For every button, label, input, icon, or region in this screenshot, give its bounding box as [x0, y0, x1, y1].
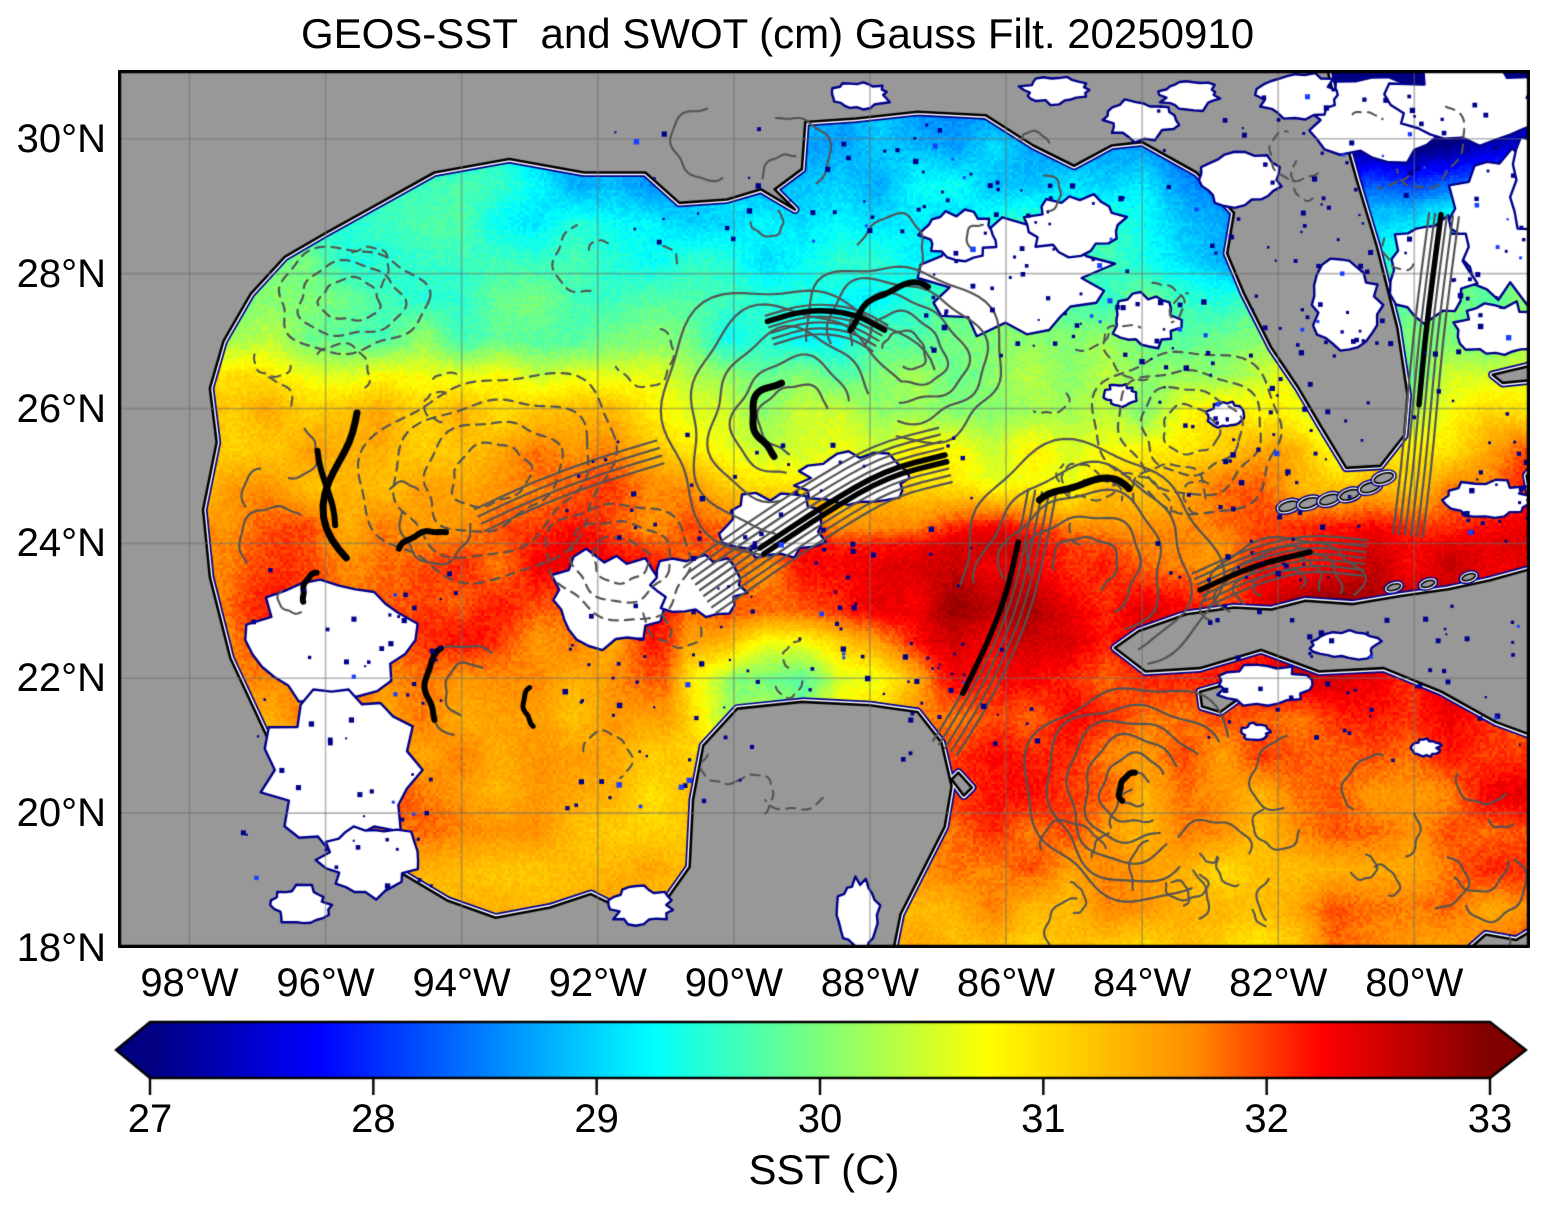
lat-tick-label: 22°N	[16, 656, 106, 701]
lat-tick-label: 30°N	[16, 116, 106, 161]
colorbar-tick-label: 33	[1467, 1097, 1513, 1141]
lat-tick-label: 20°N	[16, 791, 106, 836]
lat-tick-label: 24°N	[16, 521, 106, 566]
colorbar-tick-label: 27	[127, 1097, 173, 1141]
colorbar-tick-label: 31	[1021, 1097, 1066, 1141]
lon-tick-label: 92°W	[548, 961, 647, 1005]
lon-tick-label: 94°W	[412, 961, 511, 1005]
colorbar-tick-label: 32	[1244, 1097, 1289, 1141]
lat-tick-label: 26°N	[16, 386, 106, 431]
colorbar-tick-label: 28	[351, 1097, 396, 1141]
lon-tick-label: 90°W	[684, 961, 783, 1005]
lon-tick-label: 98°W	[140, 961, 239, 1005]
colorbar-canvas	[112, 1020, 1532, 1102]
lon-tick-label: 96°W	[276, 961, 375, 1005]
colorbar-tick-label: 30	[797, 1097, 843, 1141]
lon-tick-label: 84°W	[1093, 961, 1192, 1005]
lat-tick-label: 18°N	[16, 926, 106, 970]
colorbar-label: SST (C)	[748, 1146, 900, 1193]
lon-tick-label: 88°W	[820, 961, 920, 1005]
map-canvas	[118, 70, 1530, 948]
lon-tick-label: 82°W	[1229, 961, 1328, 1005]
lon-tick-label: 80°W	[1365, 961, 1464, 1005]
lat-tick-label: 28°N	[16, 251, 106, 296]
lon-tick-label: 86°W	[956, 961, 1056, 1005]
colorbar-tick-label: 29	[574, 1097, 619, 1141]
figure-title: GEOS-SST and SWOT (cm) Gauss Filt. 20250…	[300, 10, 1255, 57]
